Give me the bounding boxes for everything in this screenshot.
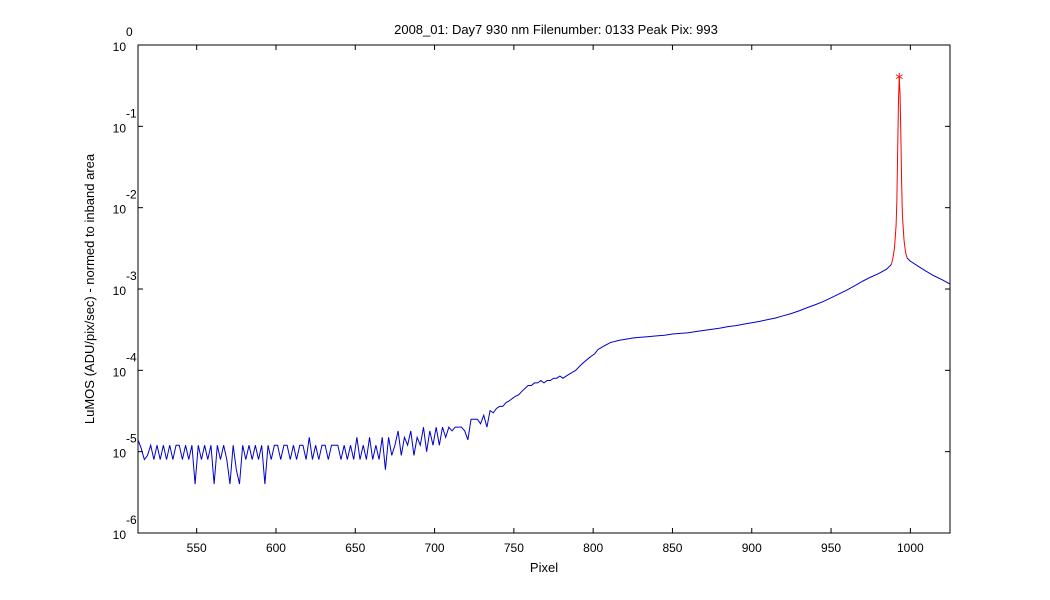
x-tick-label: 1000: [897, 541, 924, 555]
y-tick-label-exponent: 0: [126, 25, 133, 39]
x-tick-label: 900: [742, 541, 762, 555]
y-tick-label-base: 10: [113, 40, 127, 54]
series-line: [906, 257, 951, 285]
y-tick-label-base: 10: [113, 203, 127, 217]
series-line: [890, 77, 908, 265]
x-tick-label: 950: [821, 541, 841, 555]
x-tick-label: 550: [187, 541, 207, 555]
y-tick-label-base: 10: [113, 365, 127, 379]
series-line: [137, 264, 892, 485]
y-tick-label-base: 10: [113, 121, 127, 135]
y-tick-label-exponent: -3: [126, 269, 137, 283]
y-axis-title: LuMOS (ADU/pix/sec) - normed to inband a…: [82, 153, 97, 424]
x-tick-label: 800: [583, 541, 603, 555]
x-tick-label: 850: [662, 541, 682, 555]
x-tick-label: 600: [266, 541, 286, 555]
marker-group: *: [895, 69, 903, 88]
x-tick-label: 750: [504, 541, 524, 555]
x-ticks: 550 600 650 700 750 800 850 900 950 1000: [187, 45, 924, 555]
y-tick-label-exponent: -1: [126, 106, 137, 120]
series-group: [137, 77, 951, 485]
y-tick-label-exponent: -2: [126, 188, 137, 202]
x-tick-label: 650: [345, 541, 365, 555]
y-tick-label-exponent: -4: [126, 350, 137, 364]
y-tick-label-exponent: -6: [126, 513, 137, 527]
y-tick-label-base: 10: [113, 447, 127, 461]
y-tick-label-base: 10: [113, 528, 127, 542]
chart-title: 2008_01: Day7 930 nm Filenumber: 0133 Pe…: [394, 22, 718, 37]
peak-marker: *: [895, 69, 903, 88]
x-axis-title: Pixel: [530, 560, 558, 575]
x-tick-label: 700: [425, 541, 445, 555]
y-tick-label-exponent: -5: [126, 432, 137, 446]
plot-area: [137, 44, 951, 534]
y-tick-label-base: 10: [113, 284, 127, 298]
